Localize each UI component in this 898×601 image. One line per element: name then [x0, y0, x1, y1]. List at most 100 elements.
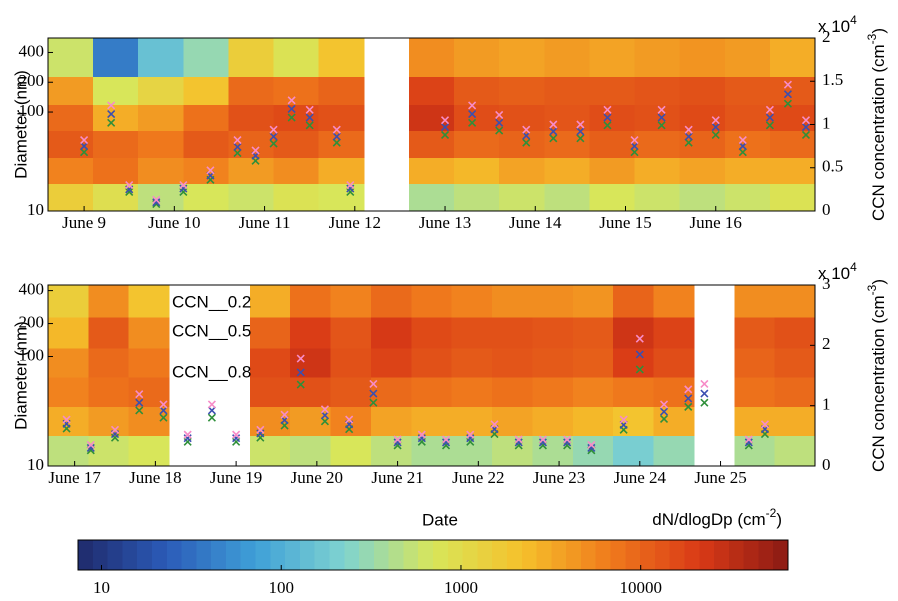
heatmap-cell	[290, 347, 332, 378]
heatmap-cell	[411, 285, 453, 318]
colorbar-swatch	[181, 540, 197, 570]
colorbar-swatch	[373, 540, 390, 570]
ccn-marker	[135, 406, 144, 415]
ccn-marker	[183, 437, 192, 446]
heatmap-cell	[734, 347, 776, 378]
ccn-marker	[346, 180, 355, 190]
colorbar-swatch	[654, 540, 671, 570]
x-tick-label: June 25	[694, 468, 746, 487]
ccn-marker	[159, 400, 168, 409]
heatmap-cell	[532, 347, 574, 378]
ccn-marker	[110, 425, 120, 434]
ccn-marker	[495, 118, 504, 127]
heatmap-cell	[318, 130, 365, 158]
ccn-marker	[563, 438, 572, 447]
ccn-marker	[393, 441, 402, 450]
heatmap-cell	[734, 285, 776, 318]
y-tick-label: 200	[19, 312, 45, 331]
heatmap-cell	[183, 104, 230, 132]
colorbar-tick-label: 1000	[444, 578, 478, 597]
ccn-marker	[495, 110, 504, 120]
ccn-marker	[152, 198, 161, 207]
y2-multiplier-part: 4	[850, 13, 857, 27]
heatmap-cell	[499, 157, 545, 185]
ccn-marker	[744, 435, 753, 444]
ccn-marker	[440, 123, 450, 132]
heatmap-cell	[128, 435, 170, 466]
heatmap-cell	[653, 406, 695, 437]
heatmap-cell	[318, 104, 365, 132]
heatmap-cell	[128, 376, 170, 408]
ccn-marker	[332, 138, 341, 147]
ccn-marker	[659, 407, 669, 416]
ccn-marker	[269, 132, 278, 141]
colorbar-swatch	[669, 540, 685, 570]
ccn-marker	[522, 125, 531, 134]
ccn-marker	[801, 123, 811, 132]
y-axis-label: Diameter (nm)	[11, 70, 30, 179]
y2-tick-label: 1.5	[822, 70, 843, 89]
plot-frame	[47, 284, 816, 467]
ccn-marker	[441, 441, 451, 450]
y-axis-label: Diameter (nm)	[11, 321, 30, 430]
ccn-marker	[700, 398, 709, 407]
ccn-marker	[152, 195, 161, 204]
ccn-marker	[635, 350, 644, 359]
colorbar-swatch	[477, 540, 493, 570]
heatmap-cell	[734, 435, 776, 466]
ccn-marker	[635, 334, 644, 343]
ccn-marker	[179, 184, 188, 193]
heatmap-cell	[774, 376, 815, 408]
ccn-marker	[538, 438, 547, 447]
ccn-marker	[765, 121, 774, 130]
ccn-marker	[630, 136, 639, 145]
heatmap-cell	[228, 38, 275, 77]
heatmap-cell	[249, 347, 291, 378]
ccn-marker	[256, 425, 265, 434]
ccn-marker	[684, 138, 693, 147]
heatmap-cell	[408, 38, 455, 77]
x-tick-label: June 24	[614, 468, 667, 487]
y2-multiplier-part: x 10	[818, 17, 850, 36]
ccn-marker	[159, 406, 168, 415]
y2-axis-label-part: CCN concentration (cm	[869, 44, 888, 221]
colorbar-swatch	[255, 540, 271, 570]
ccn-marker	[514, 438, 523, 447]
ccn-marker	[440, 116, 450, 125]
colorbar-swatch	[773, 540, 789, 570]
ccn-marker	[345, 415, 354, 424]
heatmap-cell	[93, 76, 139, 105]
heatmap-cell	[228, 130, 275, 158]
ccn-marker	[783, 90, 792, 99]
ccn-marker	[744, 438, 753, 447]
heatmap-cell	[454, 76, 500, 105]
ccn-marker	[183, 430, 192, 439]
heatmap-cell	[774, 347, 815, 378]
ccn-marker	[495, 126, 504, 135]
heatmap-cell	[273, 157, 320, 185]
ccn-marker	[135, 398, 144, 407]
heatmap-cell	[330, 285, 372, 318]
colorbar-label-part: )	[776, 510, 782, 529]
ccn-marker	[80, 136, 89, 145]
heatmap-cell	[183, 38, 230, 77]
x-tick-label: June 15	[599, 213, 651, 232]
y-tick-label: 400	[19, 280, 45, 299]
heatmap-cell	[88, 435, 130, 466]
heatmap-cell	[499, 38, 545, 77]
colorbar-swatch	[122, 540, 138, 570]
x-axis-label: Date	[422, 510, 458, 529]
ccn-marker	[549, 120, 558, 129]
heatmap-cell	[330, 316, 372, 349]
heatmap-cell	[634, 104, 681, 132]
legend-label: CCN__0.5	[172, 321, 251, 340]
heatmap-cell	[93, 104, 139, 132]
ccn-marker	[468, 118, 477, 127]
ccn-marker	[393, 435, 402, 444]
heatmap-cell	[48, 376, 89, 408]
heatmap-cell	[572, 316, 614, 349]
colorbar-swatch	[610, 540, 626, 570]
heatmap-cell	[48, 38, 94, 77]
heatmap-cell	[228, 157, 275, 185]
ccn-marker	[232, 434, 241, 443]
